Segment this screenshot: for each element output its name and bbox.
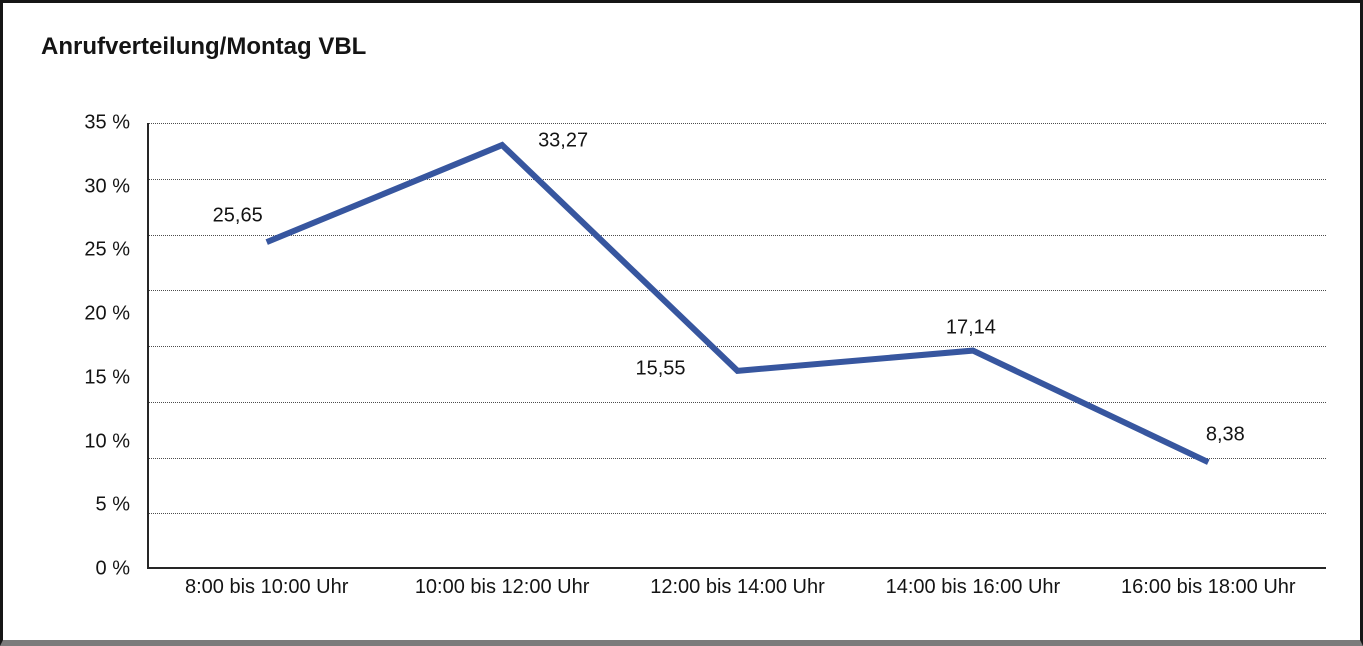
x-axis-labels: 8:00 bis 10:00 Uhr 10:00 bis 12:00 Uhr 12:… <box>149 576 1326 602</box>
y-tick-label: 20 % <box>84 302 130 325</box>
y-tick-label: 0 % <box>95 557 130 580</box>
x-tick-label: 14:00 bis 16:00 Uhr <box>885 576 1061 598</box>
point-value-label: 25,65 <box>212 204 263 227</box>
y-gridline <box>149 178 1326 180</box>
y-tick-label: 5 % <box>95 493 130 516</box>
x-tick-label: 10:00 bis 12:00 Uhr <box>414 576 590 598</box>
data-line <box>265 141 1210 465</box>
y-tick-label: 25 % <box>84 238 130 261</box>
chart-title: Anrufverteilung/Montag VBL <box>41 33 367 60</box>
point-value-label: 17,14 <box>945 316 996 339</box>
y-gridline <box>149 457 1326 459</box>
y-tick-label: 35 % <box>84 111 130 134</box>
y-gridline <box>149 123 1326 124</box>
point-value-label: 8,38 <box>1205 423 1245 446</box>
x-tick-label: 16:00 bis 18:00 Uhr <box>1121 576 1296 598</box>
y-gridline <box>149 234 1326 236</box>
point-value-label: 33,27 <box>538 129 589 152</box>
y-gridline <box>149 290 1326 292</box>
x-tick-label: 12:00 bis 14:00 Uhr <box>650 576 825 598</box>
plot-area: 25,65 33,27 15,55 17,14 8,38 <box>147 123 1326 569</box>
y-gridline <box>149 346 1326 347</box>
point-value-label: 15,55 <box>635 357 686 380</box>
y-axis-labels: 35 % 30 % 25 % 20 % 15 % 10 % 5 % 0 % <box>3 112 130 580</box>
y-tick-label: 30 % <box>84 175 130 198</box>
y-gridline <box>149 513 1326 515</box>
line-series-svg <box>265 141 1210 465</box>
y-tick-label: 15 % <box>84 366 130 389</box>
x-tick-label: 8:00 bis 10:00 Uhr <box>184 576 349 598</box>
y-gridline <box>149 401 1326 403</box>
y-tick-label: 10 % <box>84 430 130 453</box>
